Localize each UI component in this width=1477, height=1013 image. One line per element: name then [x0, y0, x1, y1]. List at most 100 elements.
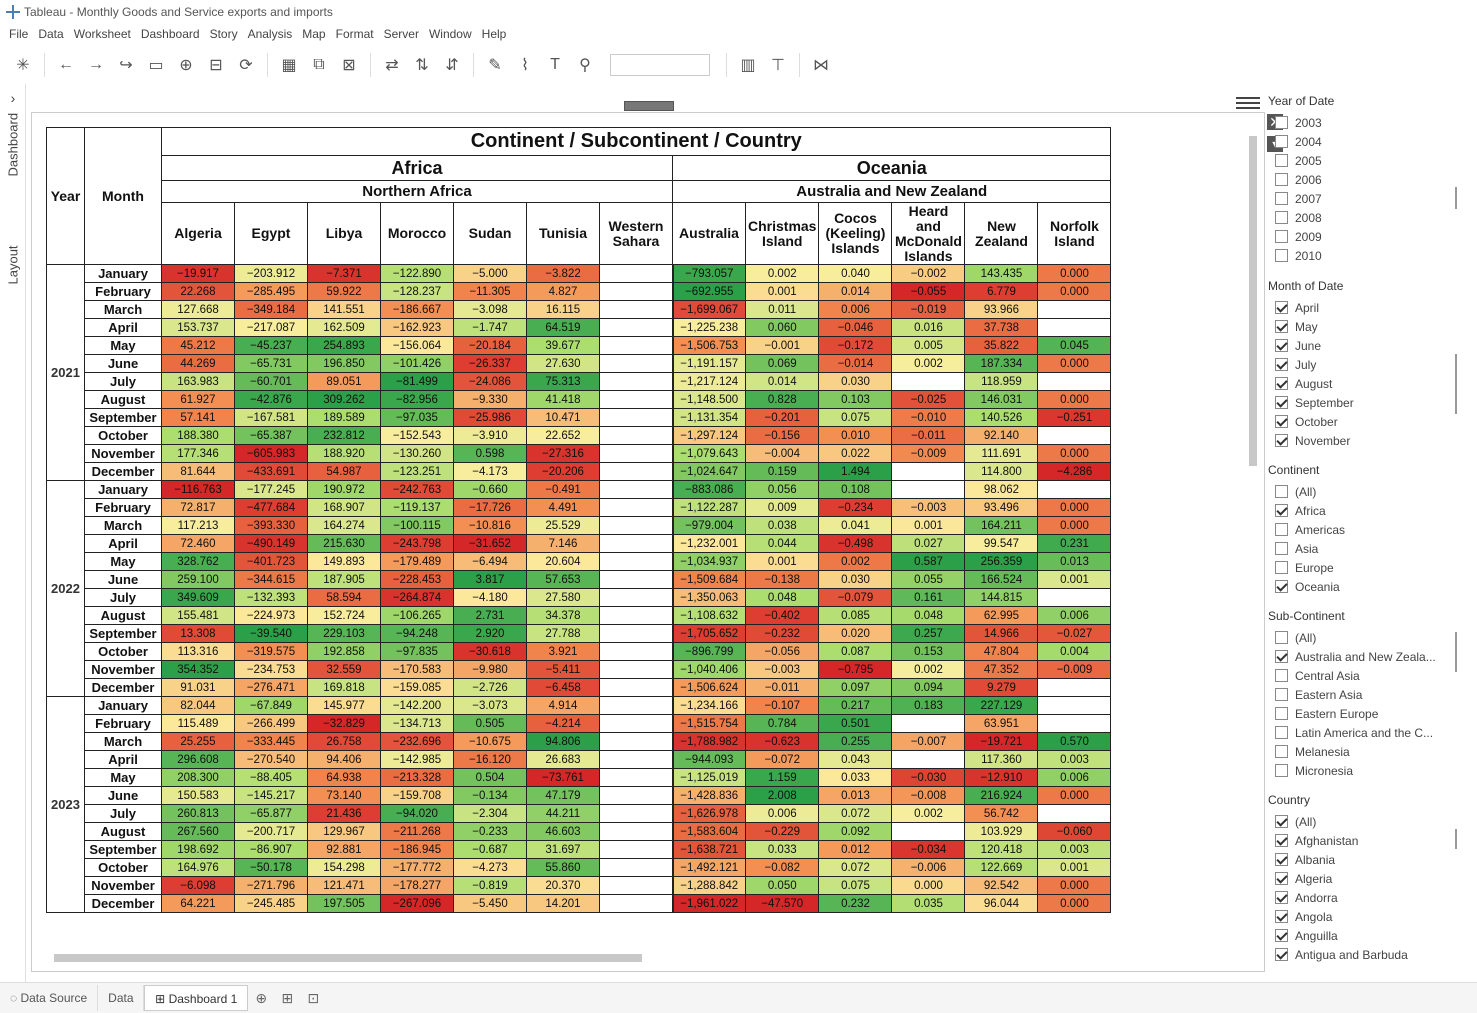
value-cell[interactable]	[1037, 588, 1112, 607]
filter-scroll-thumb[interactable]	[1455, 632, 1457, 672]
value-cell[interactable]: 27.788	[526, 624, 600, 643]
value-cell[interactable]: 2.008	[744, 786, 820, 805]
value-cell[interactable]: 73.140	[307, 786, 381, 805]
value-cell[interactable]: −119.137	[380, 498, 454, 517]
value-cell[interactable]: 0.587	[891, 552, 966, 571]
value-cell[interactable]: −0.251	[1037, 408, 1112, 427]
value-cell[interactable]	[599, 282, 674, 301]
value-cell[interactable]: −344.615	[234, 570, 308, 589]
value-cell[interactable]: −0.660	[453, 480, 527, 499]
value-cell[interactable]: −0.079	[818, 588, 893, 607]
value-cell[interactable]: 63.951	[964, 714, 1039, 733]
value-cell[interactable]	[599, 552, 674, 571]
checkbox-unchecked-icon[interactable]	[1275, 669, 1288, 682]
value-cell[interactable]: 32.559	[307, 660, 381, 679]
value-cell[interactable]: −1,079.643	[672, 444, 746, 463]
filter-item[interactable]: Micronesia	[1268, 761, 1473, 780]
value-cell[interactable]: 0.020	[818, 624, 893, 643]
value-cell[interactable]: −16.120	[453, 750, 527, 769]
value-cell[interactable]: 0.050	[744, 876, 820, 895]
value-cell[interactable]: 72.817	[161, 498, 235, 517]
value-cell[interactable]: −88.405	[234, 768, 308, 787]
value-cell[interactable]: 114.800	[964, 462, 1039, 481]
value-cell[interactable]: 0.598	[453, 444, 527, 463]
value-cell[interactable]: 0.231	[1037, 534, 1112, 553]
group-icon[interactable]: ⌇	[521, 57, 529, 74]
checkbox-unchecked-icon[interactable]	[1275, 211, 1288, 224]
value-cell[interactable]: −65.731	[234, 354, 308, 373]
value-cell[interactable]: −0.003	[891, 498, 966, 517]
value-cell[interactable]: 0.097	[818, 678, 893, 697]
value-cell[interactable]: −393.330	[234, 516, 308, 535]
value-cell[interactable]: 25.529	[526, 516, 600, 535]
value-cell[interactable]: −0.010	[891, 408, 966, 427]
value-cell[interactable]: −3.822	[526, 264, 600, 283]
value-cell[interactable]: 21.436	[307, 804, 381, 823]
value-cell[interactable]: 3.921	[526, 642, 600, 661]
filter-item[interactable]: (All)	[1268, 628, 1473, 647]
value-cell[interactable]: 127.668	[161, 300, 235, 319]
value-cell[interactable]: 0.002	[891, 660, 966, 679]
value-cell[interactable]: 349.609	[161, 588, 235, 607]
value-cell[interactable]: 117.360	[964, 750, 1039, 769]
value-cell[interactable]: 31.697	[526, 840, 600, 859]
filter-item[interactable]: 2010	[1268, 246, 1473, 265]
value-cell[interactable]: 14.201	[526, 894, 600, 913]
checkbox-checked-icon[interactable]	[1275, 580, 1288, 593]
value-cell[interactable]: 20.370	[526, 876, 600, 895]
value-cell[interactable]: 198.692	[161, 840, 235, 859]
value-cell[interactable]: 296.608	[161, 750, 235, 769]
value-cell[interactable]: −232.696	[380, 732, 454, 751]
value-cell[interactable]: 0.030	[818, 372, 893, 391]
value-cell[interactable]: 93.496	[964, 498, 1039, 517]
value-cell[interactable]: −2.726	[453, 678, 527, 697]
value-cell[interactable]: 45.212	[161, 336, 235, 355]
value-cell[interactable]: −100.115	[380, 516, 454, 535]
checkbox-checked-icon[interactable]	[1275, 415, 1288, 428]
checkbox-unchecked-icon[interactable]	[1275, 173, 1288, 186]
value-cell[interactable]: −122.890	[380, 264, 454, 283]
value-cell[interactable]: −1,225.238	[672, 318, 746, 337]
checkbox-checked-icon[interactable]	[1275, 815, 1288, 828]
value-cell[interactable]: 118.959	[964, 372, 1039, 391]
value-cell[interactable]: 0.784	[744, 714, 820, 733]
value-cell[interactable]: 0.003	[1037, 840, 1112, 859]
value-cell[interactable]: 187.334	[964, 354, 1039, 373]
value-cell[interactable]: 216.924	[964, 786, 1039, 805]
value-cell[interactable]: −159.085	[380, 678, 454, 697]
filter-item[interactable]: 2009	[1268, 227, 1473, 246]
value-cell[interactable]	[599, 336, 674, 355]
share-icon[interactable]: ⋈	[813, 57, 829, 74]
value-cell[interactable]: −0.138	[744, 570, 820, 589]
value-cell[interactable]: 0.038	[744, 516, 820, 535]
value-cell[interactable]: 4.491	[526, 498, 600, 517]
value-cell[interactable]: −178.277	[380, 876, 454, 895]
checkbox-unchecked-icon[interactable]	[1275, 116, 1288, 129]
value-cell[interactable]: −979.004	[672, 516, 746, 535]
value-cell[interactable]: 0.108	[818, 480, 893, 499]
value-cell[interactable]: 0.016	[891, 318, 966, 337]
value-cell[interactable]: 58.594	[307, 588, 381, 607]
checkbox-checked-icon[interactable]	[1275, 396, 1288, 409]
pause-updates-icon[interactable]: ⊟	[209, 57, 223, 74]
checkbox-checked-icon[interactable]	[1275, 377, 1288, 390]
value-cell[interactable]: 0.002	[891, 804, 966, 823]
filter-item[interactable]: Melanesia	[1268, 742, 1473, 761]
value-cell[interactable]: 59.922	[307, 282, 381, 301]
value-cell[interactable]: −276.471	[234, 678, 308, 697]
value-cell[interactable]: −0.011	[891, 426, 966, 445]
value-cell[interactable]: −0.134	[453, 786, 527, 805]
value-cell[interactable]: 103.929	[964, 822, 1039, 841]
value-cell[interactable]: 0.161	[891, 588, 966, 607]
value-cell[interactable]: −1,509.684	[672, 570, 746, 589]
value-cell[interactable]: 0.000	[1037, 264, 1112, 283]
value-cell[interactable]: −45.237	[234, 336, 308, 355]
checkbox-unchecked-icon[interactable]	[1275, 523, 1288, 536]
value-cell[interactable]: 0.035	[891, 894, 966, 913]
checkbox-checked-icon[interactable]	[1275, 358, 1288, 371]
value-cell[interactable]: −1,638.721	[672, 840, 746, 859]
value-cell[interactable]: −11.305	[453, 282, 527, 301]
filter-item[interactable]: September	[1268, 393, 1473, 412]
show-me-icon[interactable]: ▥	[740, 57, 756, 74]
value-cell[interactable]: −1,506.624	[672, 678, 746, 697]
